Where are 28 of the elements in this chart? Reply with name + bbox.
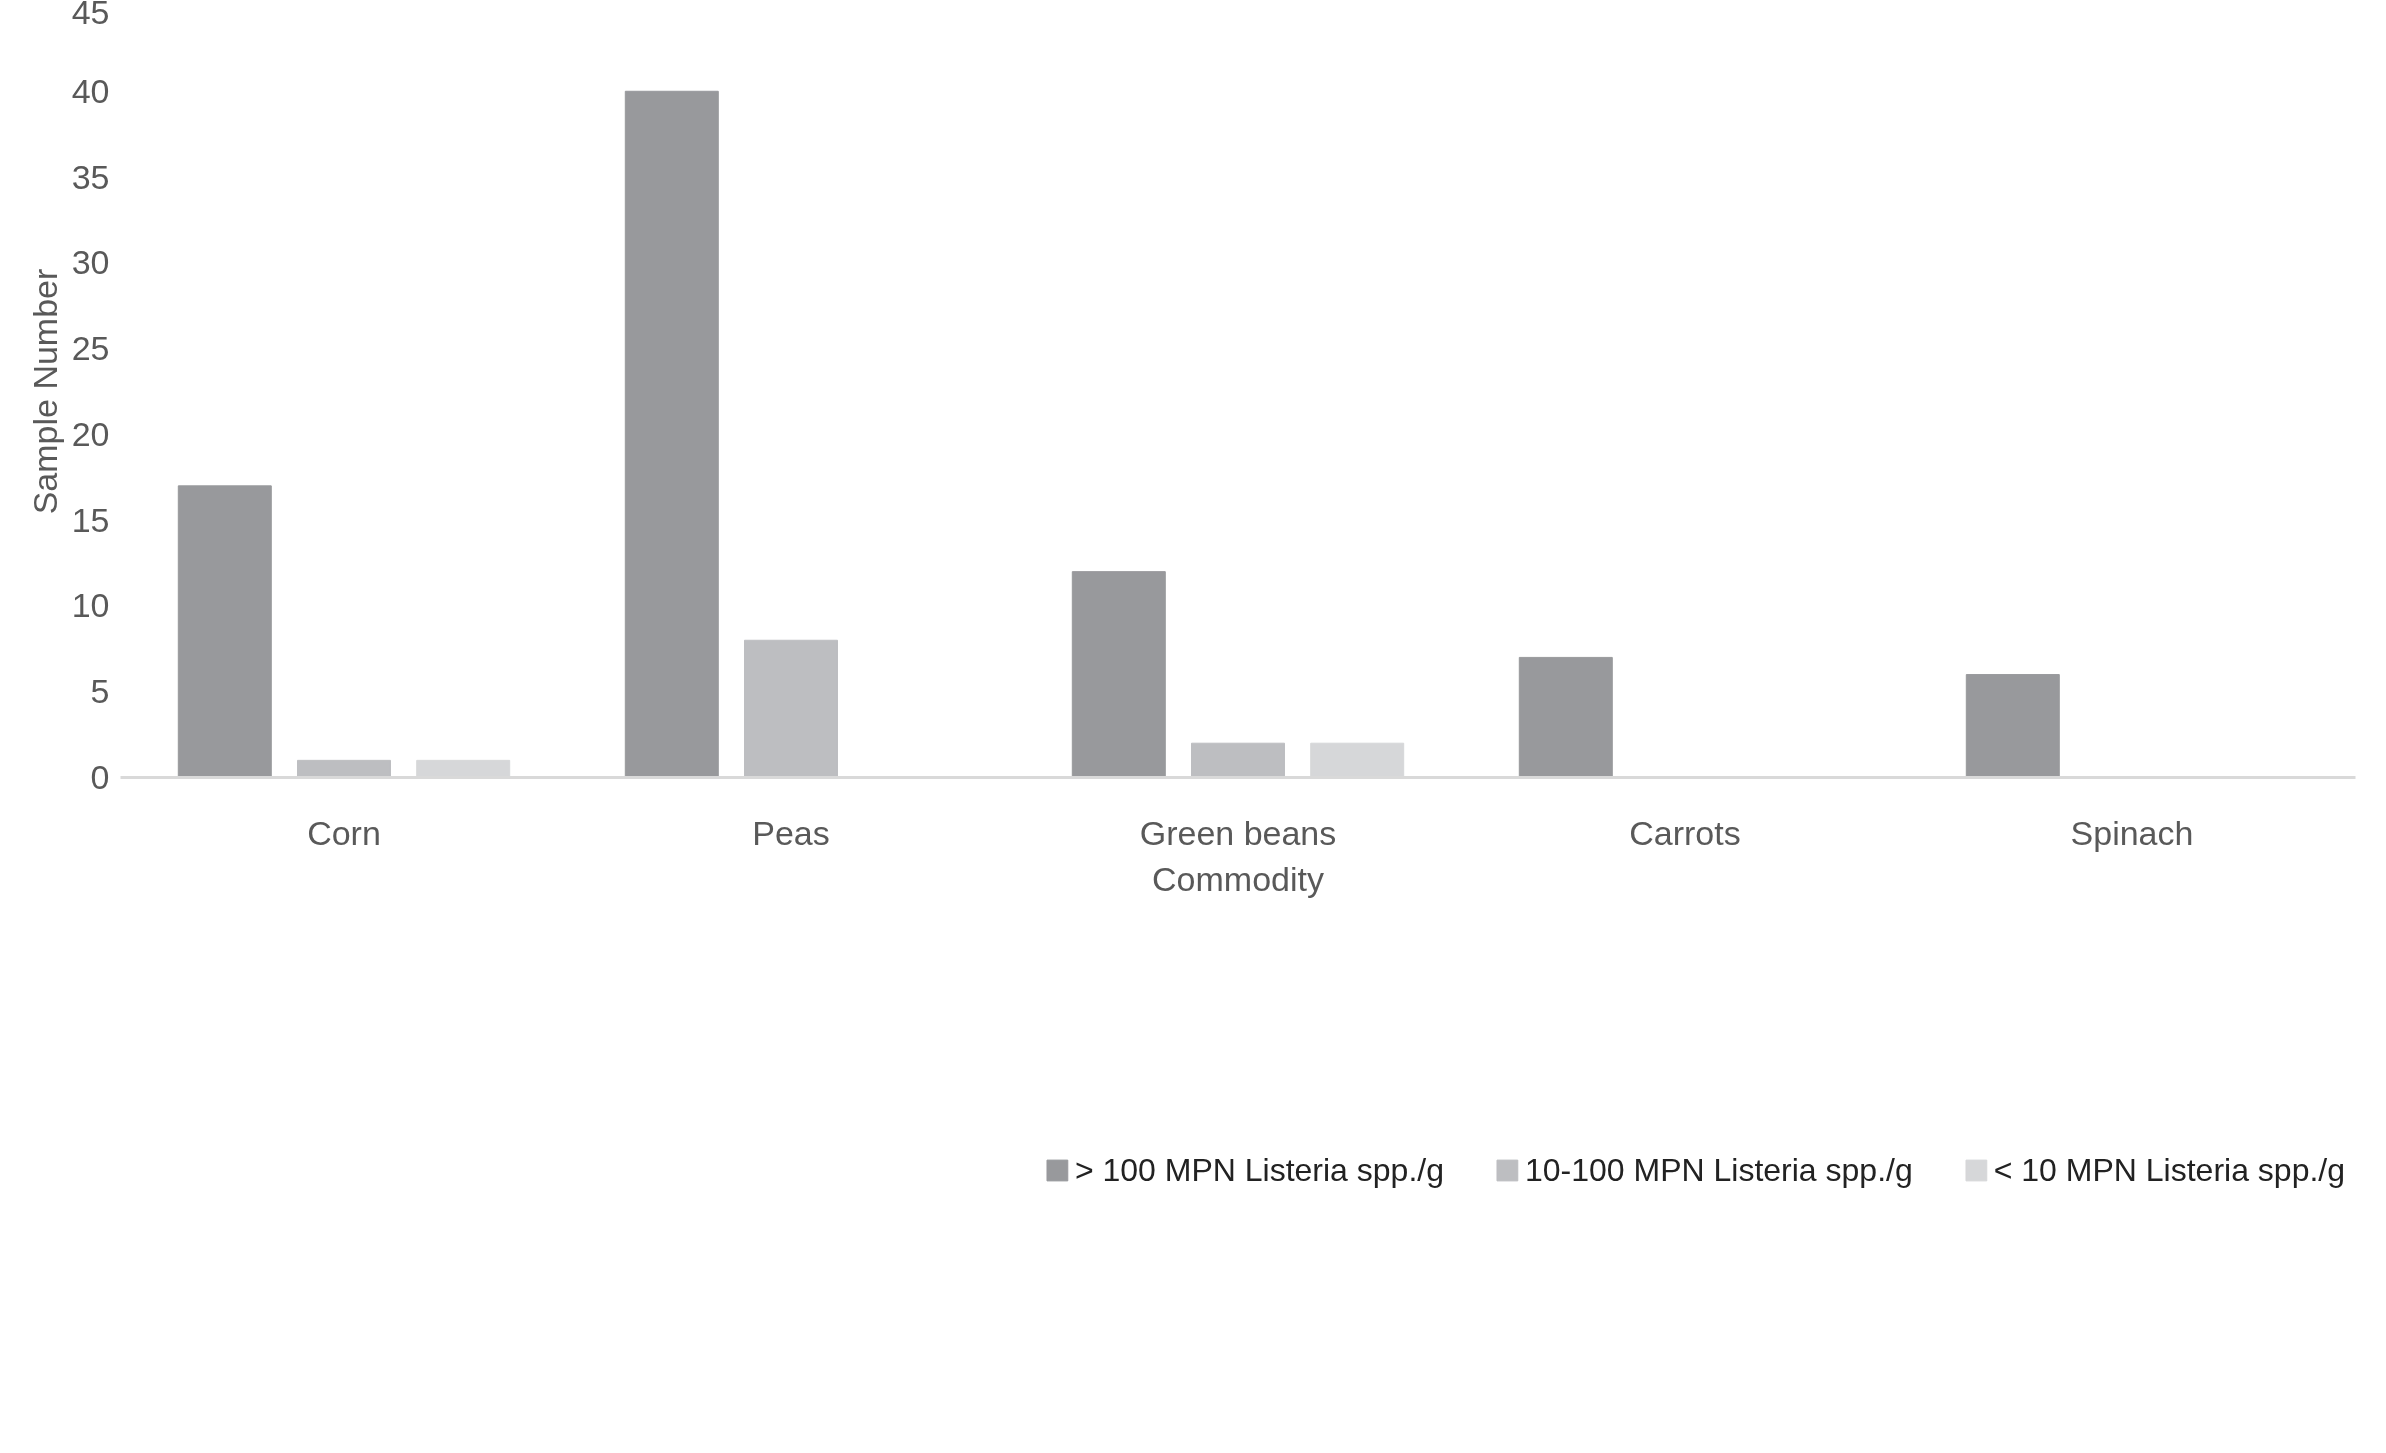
x-tick-label: Spinach — [2070, 813, 2194, 852]
y-tick-label: 0 — [90, 758, 110, 796]
x-tick-label: Peas — [752, 813, 830, 852]
x-tick-label: Corn — [307, 813, 381, 852]
bar — [624, 90, 719, 778]
y-axis-title: Sample Number — [25, 268, 64, 515]
y-tick-label: 45 — [71, 0, 110, 31]
bar — [1071, 571, 1166, 778]
bar — [1965, 674, 2060, 778]
y-tick-label: 40 — [71, 71, 110, 110]
x-tick-label: Green beans — [1139, 813, 1337, 852]
y-tick-label: 10 — [71, 586, 110, 625]
bar — [1518, 656, 1613, 778]
x-axis-title: Commodity — [1152, 859, 1324, 898]
bar — [744, 639, 838, 778]
y-tick-label: 20 — [71, 414, 110, 453]
y-tick-label: 35 — [71, 157, 110, 196]
y-tick-label: 15 — [71, 500, 110, 539]
bar — [297, 759, 391, 778]
y-tick-label: 5 — [90, 672, 110, 711]
x-tick-label: Carrots — [1629, 813, 1741, 852]
y-tick-label: 30 — [71, 243, 110, 282]
bar — [1191, 742, 1285, 778]
y-tick-label: 25 — [71, 329, 110, 368]
legend-label: < 10 MPN Listeria spp./g — [1993, 1151, 2345, 1189]
legend-label: > 100 MPN Listeria spp./g — [1074, 1151, 1444, 1189]
bar — [177, 485, 272, 778]
legend-label: 10-100 MPN Listeria spp./g — [1524, 1151, 1913, 1189]
